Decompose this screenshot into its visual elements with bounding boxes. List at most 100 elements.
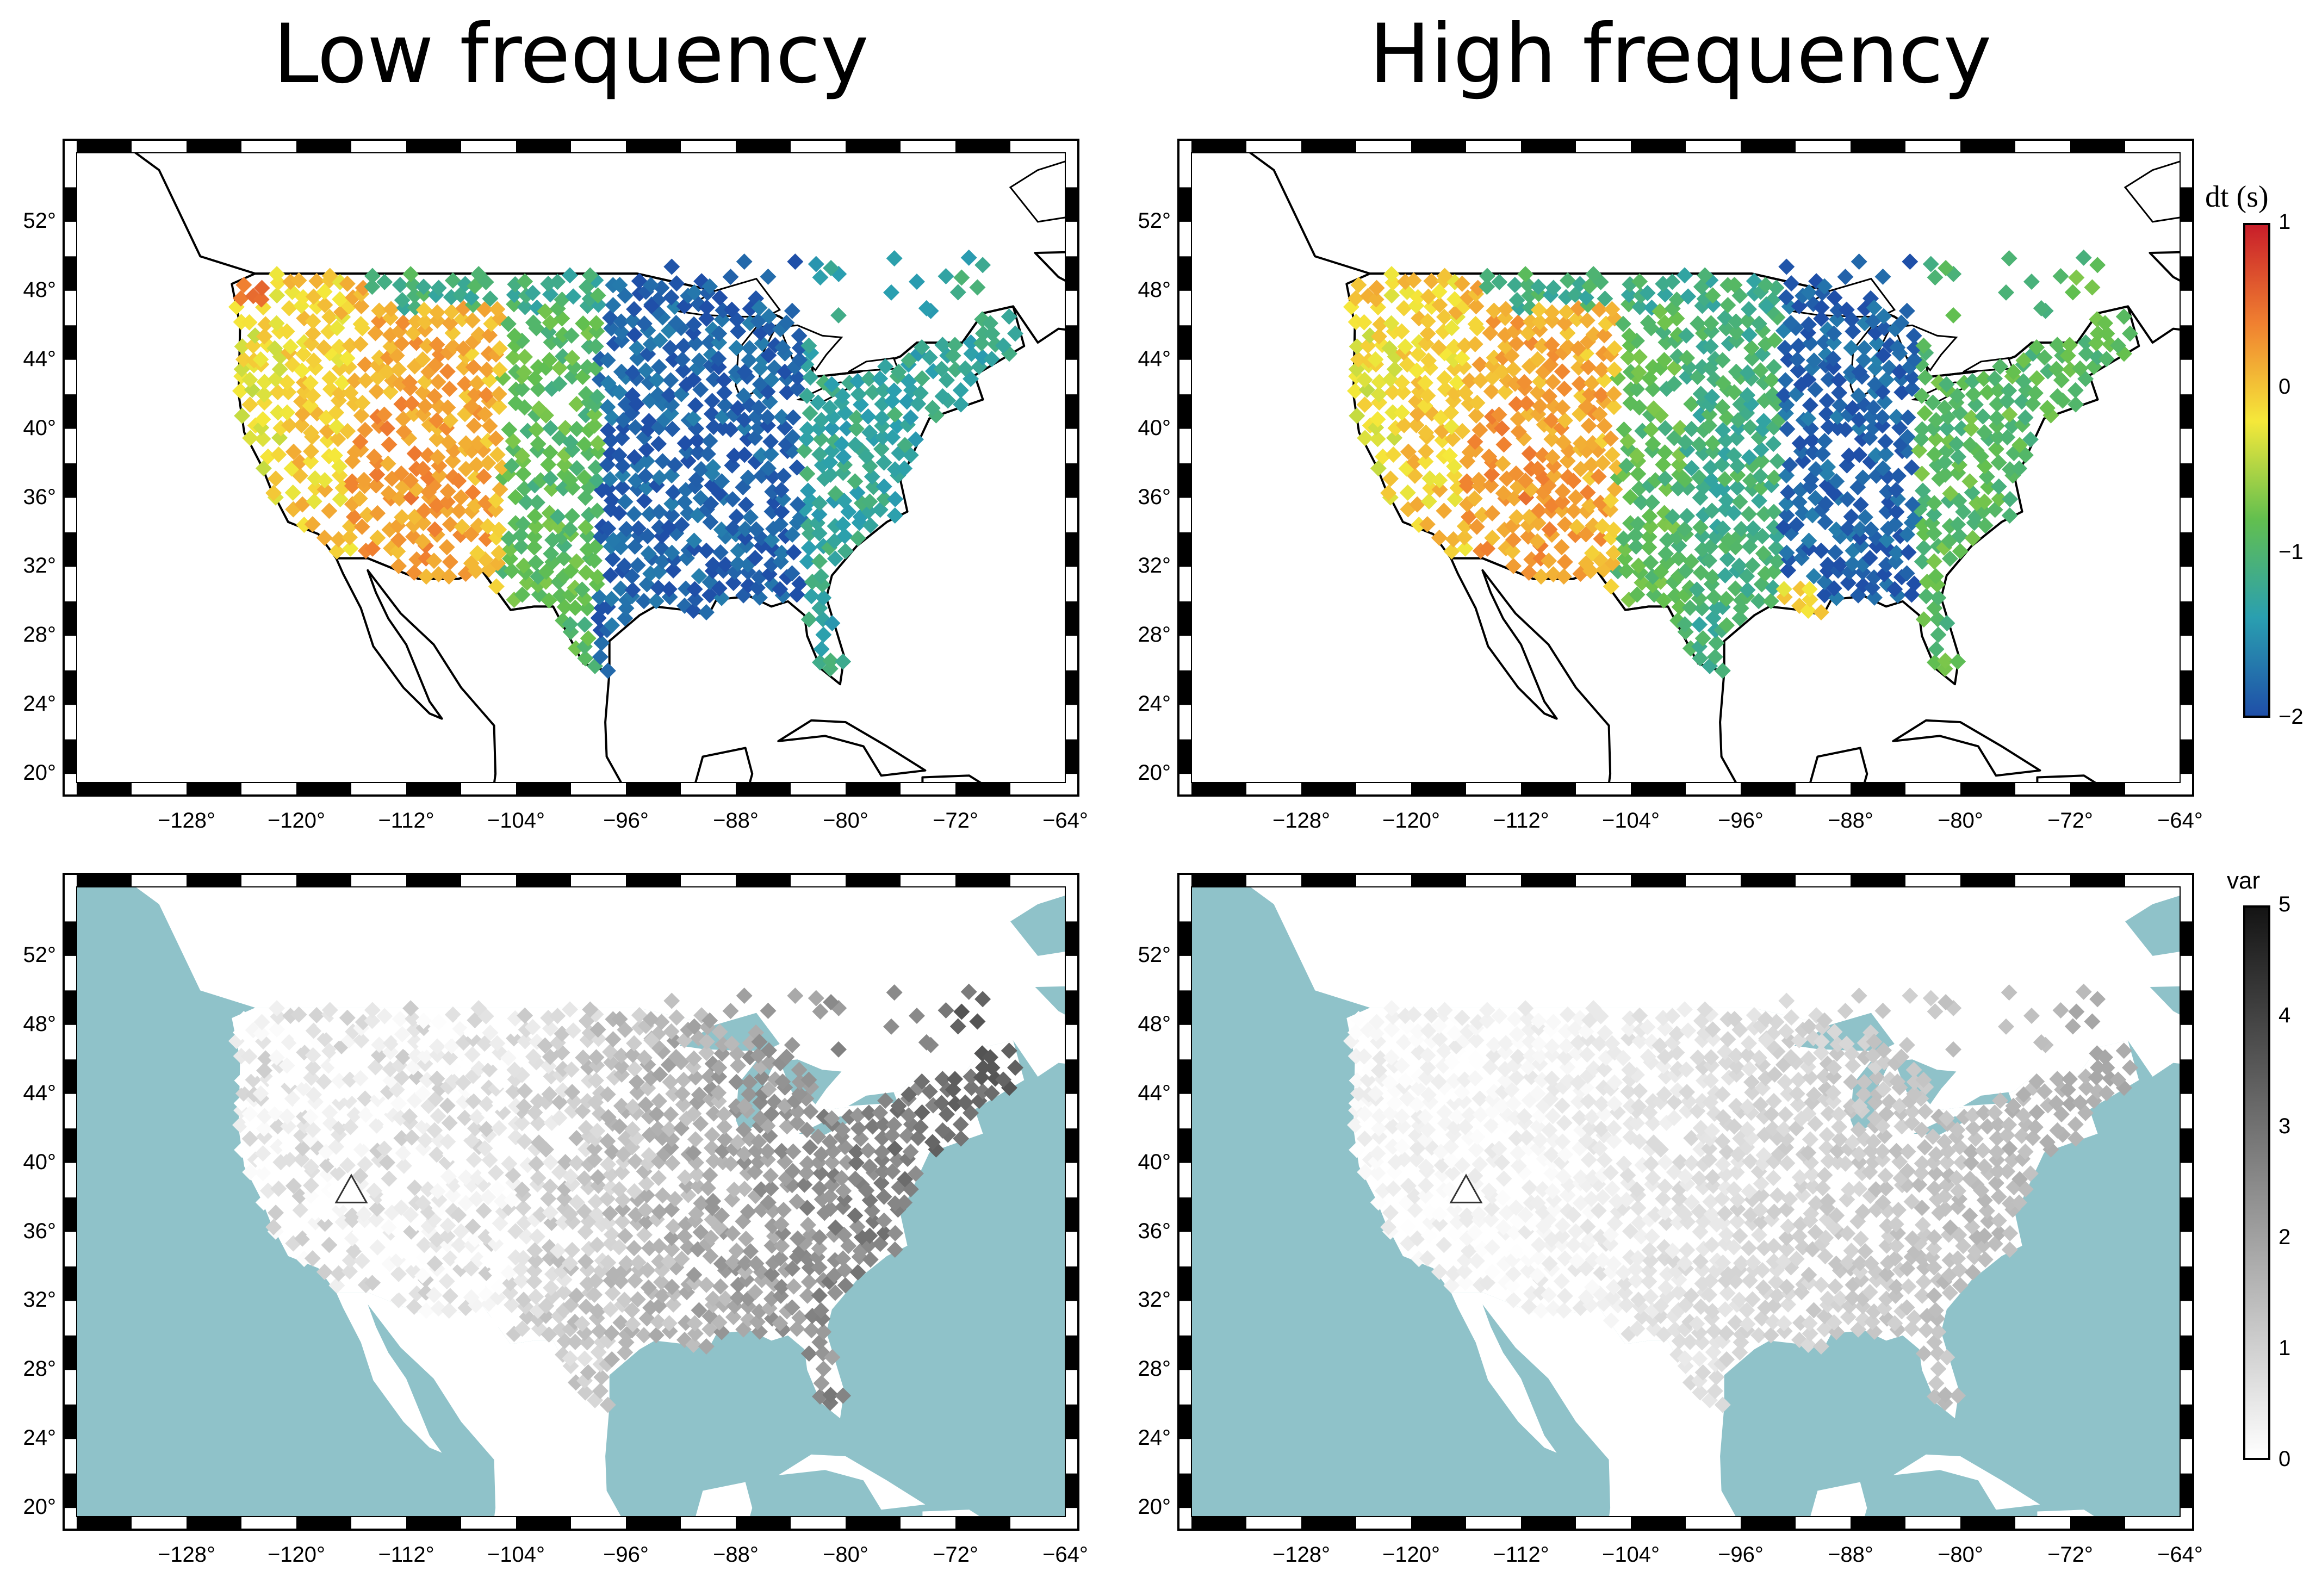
colorbar-dt-scale xyxy=(2243,223,2270,718)
y-tick-label: 28° xyxy=(1116,623,1171,647)
y-tick-label: 52° xyxy=(2,943,56,967)
map-frame xyxy=(1177,873,2194,1531)
y-tick-label: 52° xyxy=(1116,943,1171,967)
colorbar-tick-label: 0 xyxy=(2278,1447,2290,1471)
x-tick-label: −80° xyxy=(1917,809,2004,833)
y-tick-label: 32° xyxy=(1116,554,1171,578)
y-tick-label: 52° xyxy=(1116,209,1171,233)
y-tick-label: 20° xyxy=(2,761,56,785)
x-tick-label: −80° xyxy=(802,1543,889,1567)
y-tick-label: 28° xyxy=(2,623,56,647)
x-tick-label: −112° xyxy=(1477,1543,1564,1567)
x-tick-label: −104° xyxy=(473,1543,560,1567)
x-tick-label: −64° xyxy=(1022,809,1109,833)
x-tick-label: −64° xyxy=(1022,1543,1109,1567)
x-tick-label: −72° xyxy=(2027,1543,2114,1567)
y-tick-label: 32° xyxy=(1116,1288,1171,1312)
title-high-frequency: High frequency xyxy=(1175,0,2186,109)
map-panel-dt-high-frequency: 52°48°44°40°36°32°28°24°20°−128°−120°−11… xyxy=(1177,139,2303,862)
x-tick-label: −72° xyxy=(2027,809,2114,833)
colorbar-tick-label: 1 xyxy=(2278,210,2290,234)
colorbar-tick-label: −2 xyxy=(2278,705,2304,729)
x-tick-label: −104° xyxy=(1587,809,1674,833)
x-tick-label: −88° xyxy=(1807,1543,1894,1567)
map-panel-var-high-frequency: 52°48°44°40°36°32°28°24°20°−128°−120°−11… xyxy=(1177,873,2303,1596)
y-tick-label: 40° xyxy=(2,416,56,440)
y-tick-label: 48° xyxy=(2,278,56,302)
y-tick-label: 20° xyxy=(2,1495,56,1519)
y-tick-label: 24° xyxy=(2,692,56,716)
y-tick-label: 36° xyxy=(1116,1219,1171,1244)
x-tick-label: −120° xyxy=(1368,1543,1455,1567)
x-tick-label: −112° xyxy=(363,1543,450,1567)
x-tick-label: −112° xyxy=(1477,809,1564,833)
x-tick-label: −120° xyxy=(253,1543,340,1567)
y-tick-label: 40° xyxy=(1116,416,1171,440)
x-tick-label: −128° xyxy=(143,1543,230,1567)
y-tick-label: 48° xyxy=(1116,278,1171,302)
y-tick-label: 24° xyxy=(1116,1426,1171,1450)
colorbar-tick-label: 2 xyxy=(2278,1225,2290,1250)
y-tick-label: 24° xyxy=(2,1426,56,1450)
y-tick-label: 36° xyxy=(1116,485,1171,510)
x-tick-label: −72° xyxy=(912,1543,999,1567)
colorbar-tick-label: 3 xyxy=(2278,1114,2290,1139)
y-tick-label: 20° xyxy=(1116,1495,1171,1519)
x-tick-label: −128° xyxy=(1258,809,1345,833)
colorbar-var-label: var xyxy=(2227,867,2260,895)
x-tick-label: −88° xyxy=(1807,809,1894,833)
map-canvas xyxy=(1179,141,2192,794)
y-tick-label: 44° xyxy=(1116,1081,1171,1106)
x-tick-label: −64° xyxy=(2137,1543,2224,1567)
x-tick-label: −72° xyxy=(912,809,999,833)
colorbar-var-scale xyxy=(2243,905,2270,1460)
y-tick-label: 48° xyxy=(1116,1012,1171,1036)
x-tick-label: −120° xyxy=(253,809,340,833)
y-tick-label: 36° xyxy=(2,485,56,510)
y-tick-label: 32° xyxy=(2,554,56,578)
x-tick-label: −96° xyxy=(1697,1543,1784,1567)
map-frame xyxy=(63,873,1079,1531)
x-tick-label: −80° xyxy=(1917,1543,2004,1567)
colorbar-tick-label: 0 xyxy=(2278,375,2290,399)
y-tick-label: 40° xyxy=(1116,1150,1171,1175)
y-tick-label: 28° xyxy=(1116,1357,1171,1381)
x-tick-label: −96° xyxy=(582,1543,669,1567)
x-tick-label: −96° xyxy=(582,809,669,833)
x-tick-label: −80° xyxy=(802,809,889,833)
colorbar-tick-label: 5 xyxy=(2278,892,2290,917)
y-tick-label: 32° xyxy=(2,1288,56,1312)
y-tick-label: 36° xyxy=(2,1219,56,1244)
map-panel-var-low-frequency: 52° 48° 44° 40° 36° 32° 28° 24° 20° −128° −120° −11… xyxy=(63,873,1188,1596)
colorbar-tick-label: 4 xyxy=(2278,1003,2290,1028)
colorbar-tick-label: −1 xyxy=(2278,540,2304,564)
x-tick-label: −104° xyxy=(1587,1543,1674,1567)
title-low-frequency: Low frequency xyxy=(65,0,1077,109)
y-tick-label: 20° xyxy=(1116,761,1171,785)
x-tick-label: −88° xyxy=(692,809,779,833)
map-canvas xyxy=(65,141,1077,794)
x-tick-label: −120° xyxy=(1368,809,1455,833)
map-frame xyxy=(1177,139,2194,797)
x-tick-label: −96° xyxy=(1697,809,1784,833)
map-panel-dt-low-frequency: 52° 48° 44° 40° 36° 32° 28° 24° 20° −128° −120° −11… xyxy=(63,139,1188,862)
x-tick-label: −104° xyxy=(473,809,560,833)
x-tick-label: −64° xyxy=(2137,809,2224,833)
map-canvas xyxy=(1179,875,2192,1529)
y-tick-label: 48° xyxy=(2,1012,56,1036)
x-tick-label: −88° xyxy=(692,1543,779,1567)
y-tick-label: 44° xyxy=(1116,347,1171,371)
map-canvas xyxy=(65,875,1077,1529)
x-tick-label: −112° xyxy=(363,809,450,833)
y-tick-label: 40° xyxy=(2,1150,56,1175)
map-frame xyxy=(63,139,1079,797)
y-tick-label: 24° xyxy=(1116,692,1171,716)
colorbar-tick-label: 1 xyxy=(2278,1336,2290,1361)
y-tick-label: 28° xyxy=(2,1357,56,1381)
y-tick-label: 52° xyxy=(2,209,56,233)
x-tick-label: −128° xyxy=(143,809,230,833)
y-tick-label: 44° xyxy=(2,347,56,371)
colorbar-dt-label: dt (s) xyxy=(2205,179,2269,214)
y-tick-label: 44° xyxy=(2,1081,56,1106)
x-tick-label: −128° xyxy=(1258,1543,1345,1567)
